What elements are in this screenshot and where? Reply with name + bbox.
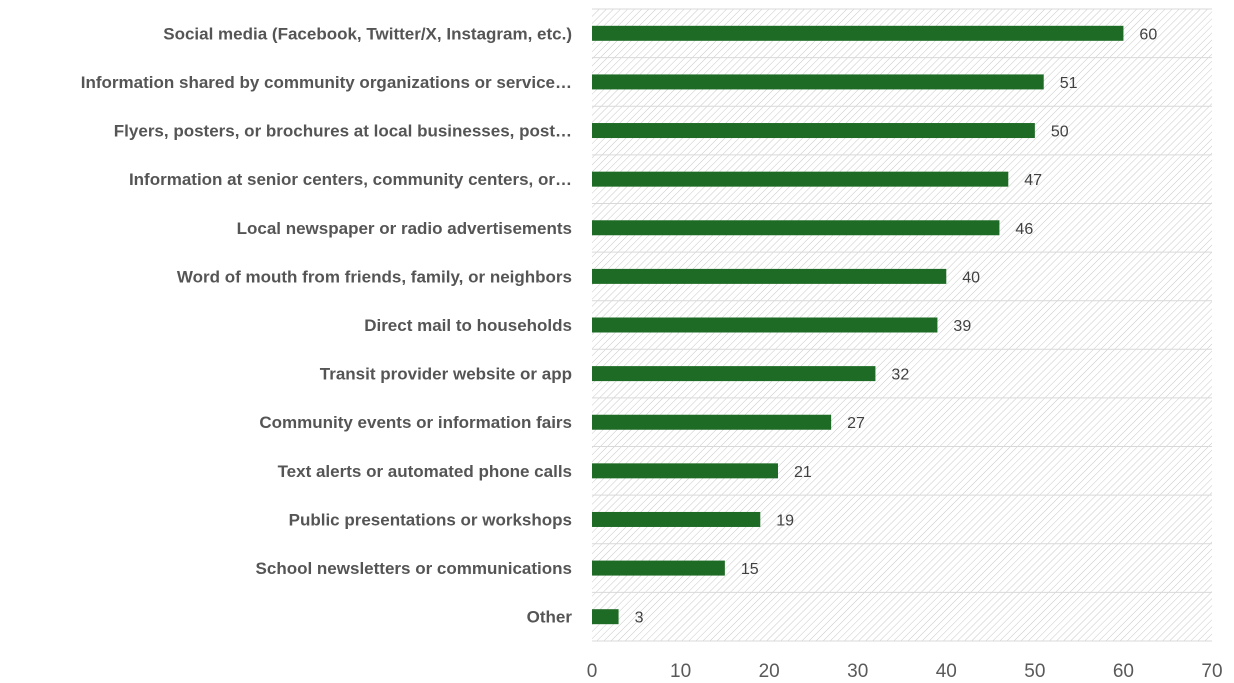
category-label: School newsletters or communications: [256, 559, 572, 578]
value-label: 3: [635, 610, 644, 627]
bar: [592, 171, 1009, 187]
x-tick-label: 0: [587, 661, 598, 682]
category-label: Text alerts or automated phone calls: [278, 462, 572, 481]
category-label: Community events or information fairs: [259, 413, 572, 432]
category-label: Information shared by community organiza…: [81, 73, 572, 92]
category-label: Public presentations or workshops: [289, 510, 572, 529]
bar: [592, 463, 778, 479]
value-label: 51: [1060, 75, 1078, 92]
value-label: 27: [847, 415, 865, 432]
bar: [592, 560, 725, 576]
bar: [592, 366, 876, 382]
x-tick-label: 50: [1024, 661, 1045, 682]
x-tick-label: 60: [1113, 661, 1134, 682]
bar: [592, 25, 1124, 41]
category-label: Local newspaper or radio advertisements: [237, 219, 572, 238]
x-tick-label: 20: [759, 661, 780, 682]
x-tick-label: 40: [936, 661, 957, 682]
category-label: Word of mouth from friends, family, or n…: [177, 267, 572, 286]
category-axis: Social media (Facebook, Twitter/X, Insta…: [81, 24, 573, 626]
bar: [592, 123, 1035, 139]
value-label: 39: [953, 318, 971, 335]
bar: [592, 74, 1044, 90]
bar: [592, 220, 1000, 236]
x-tick-label: 30: [847, 661, 868, 682]
value-label: 46: [1015, 221, 1033, 238]
category-label: Information at senior centers, community…: [129, 170, 572, 189]
category-label: Transit provider website or app: [320, 365, 572, 384]
category-label: Other: [527, 608, 573, 627]
category-label: Direct mail to households: [364, 316, 572, 335]
category-label: Flyers, posters, or brochures at local b…: [114, 122, 572, 141]
category-label: Social media (Facebook, Twitter/X, Insta…: [163, 24, 572, 43]
bar-series: [592, 25, 1124, 625]
value-label: 47: [1024, 172, 1042, 189]
bar: [592, 609, 619, 625]
value-label: 15: [741, 561, 759, 578]
value-label: 21: [794, 464, 812, 481]
x-tick-label: 10: [670, 661, 691, 682]
x-tick-label: 70: [1201, 661, 1222, 682]
bar: [592, 414, 832, 430]
bar: [592, 268, 947, 284]
row-dividers: [592, 8, 1212, 642]
data-labels: 60 51 50 47 46 40 39 32 27 21 19 15 3: [635, 26, 1158, 626]
bar: [592, 317, 938, 333]
value-label: 32: [891, 367, 909, 384]
value-label: 60: [1139, 26, 1157, 43]
value-axis: 0 10 20 30 40 50 60 70: [587, 661, 1223, 682]
value-label: 19: [776, 512, 794, 529]
value-label: 50: [1051, 124, 1069, 141]
value-label: 40: [962, 269, 980, 286]
bar: [592, 511, 761, 527]
